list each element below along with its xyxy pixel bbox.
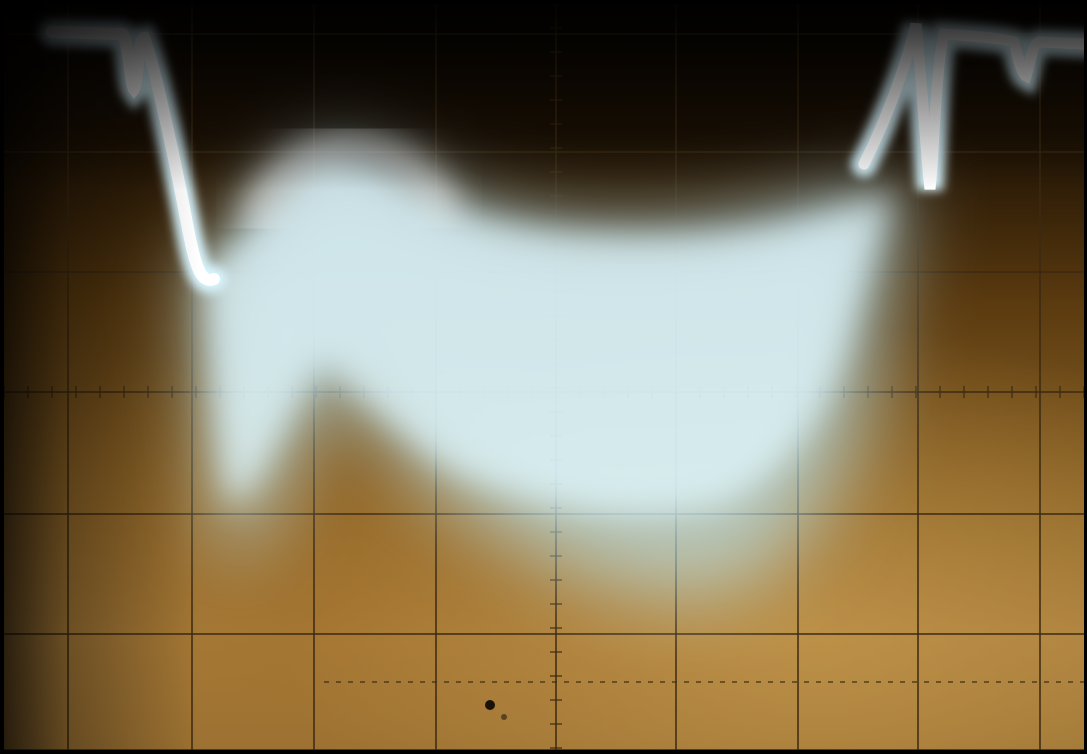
oscilloscope-screen [4,4,1084,750]
screen-dust [485,700,507,720]
dust-speck [501,714,507,720]
dust-speck [485,700,495,710]
